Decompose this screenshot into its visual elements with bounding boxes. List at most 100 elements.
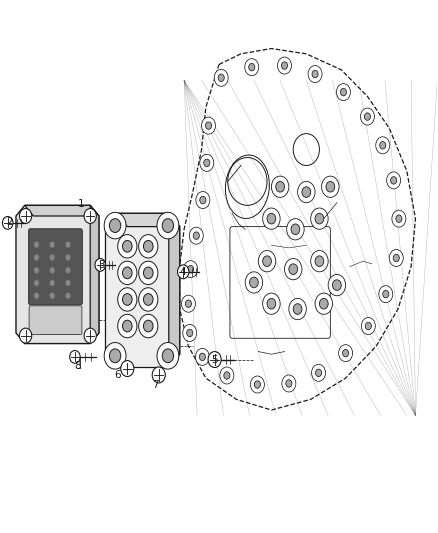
Circle shape: [361, 318, 375, 335]
Circle shape: [311, 251, 328, 272]
Circle shape: [95, 259, 106, 271]
Circle shape: [177, 265, 189, 279]
Text: 7: 7: [152, 379, 159, 390]
Circle shape: [326, 181, 335, 192]
Circle shape: [315, 256, 324, 266]
Text: 8: 8: [74, 361, 81, 371]
Circle shape: [118, 314, 137, 338]
Circle shape: [393, 254, 399, 262]
Circle shape: [343, 350, 349, 357]
Circle shape: [258, 251, 276, 272]
Circle shape: [49, 293, 55, 299]
Circle shape: [282, 62, 288, 69]
Circle shape: [392, 210, 406, 227]
Circle shape: [332, 280, 341, 290]
Circle shape: [123, 240, 132, 252]
Circle shape: [118, 288, 137, 311]
Circle shape: [282, 375, 296, 392]
Circle shape: [276, 181, 285, 192]
Circle shape: [139, 235, 158, 258]
Circle shape: [110, 349, 121, 363]
Circle shape: [293, 304, 302, 314]
Circle shape: [187, 265, 194, 273]
Circle shape: [340, 88, 346, 96]
Circle shape: [339, 345, 353, 362]
Circle shape: [196, 191, 210, 208]
Circle shape: [121, 361, 134, 376]
Circle shape: [104, 212, 126, 239]
Circle shape: [272, 176, 289, 197]
Circle shape: [220, 367, 234, 384]
Circle shape: [251, 376, 265, 393]
Circle shape: [328, 274, 346, 296]
Circle shape: [199, 353, 205, 361]
Circle shape: [364, 113, 371, 120]
Circle shape: [195, 349, 209, 366]
Circle shape: [34, 267, 39, 273]
Circle shape: [287, 219, 304, 240]
Circle shape: [49, 254, 55, 261]
Polygon shape: [90, 205, 99, 344]
Circle shape: [65, 280, 71, 286]
Circle shape: [396, 215, 402, 222]
Circle shape: [319, 298, 328, 309]
Circle shape: [224, 372, 230, 379]
Circle shape: [360, 108, 374, 125]
Circle shape: [144, 267, 153, 279]
FancyBboxPatch shape: [28, 229, 82, 305]
Text: 1: 1: [78, 199, 85, 209]
Circle shape: [297, 181, 315, 203]
Polygon shape: [16, 205, 99, 344]
Circle shape: [285, 259, 302, 280]
Circle shape: [245, 59, 259, 76]
Circle shape: [139, 314, 158, 338]
Circle shape: [34, 241, 39, 248]
Circle shape: [65, 267, 71, 273]
Circle shape: [185, 300, 191, 308]
Circle shape: [254, 381, 261, 388]
Text: 4: 4: [180, 267, 187, 277]
Circle shape: [376, 137, 390, 154]
Circle shape: [118, 235, 137, 258]
Circle shape: [286, 379, 292, 387]
Circle shape: [205, 122, 212, 130]
Circle shape: [315, 213, 324, 224]
FancyBboxPatch shape: [29, 306, 82, 335]
Circle shape: [187, 329, 193, 337]
Text: 6: 6: [114, 370, 121, 381]
Circle shape: [183, 325, 197, 342]
Circle shape: [34, 254, 39, 261]
Circle shape: [245, 272, 263, 293]
Circle shape: [263, 256, 272, 266]
Circle shape: [291, 224, 300, 235]
Circle shape: [139, 288, 158, 311]
Polygon shape: [117, 213, 180, 227]
Circle shape: [200, 155, 214, 171]
Circle shape: [200, 196, 206, 204]
Circle shape: [380, 142, 386, 149]
Circle shape: [391, 176, 397, 184]
Circle shape: [311, 365, 325, 381]
Circle shape: [139, 261, 158, 285]
Polygon shape: [106, 213, 180, 368]
Circle shape: [3, 216, 13, 229]
Circle shape: [321, 176, 339, 197]
Circle shape: [34, 293, 39, 299]
Circle shape: [118, 261, 137, 285]
Circle shape: [193, 232, 199, 239]
Circle shape: [84, 328, 96, 343]
Circle shape: [379, 286, 393, 303]
Circle shape: [208, 352, 221, 368]
Circle shape: [263, 208, 280, 229]
Circle shape: [308, 66, 322, 83]
Circle shape: [289, 298, 306, 320]
Circle shape: [365, 322, 371, 330]
Circle shape: [315, 293, 332, 314]
Circle shape: [49, 280, 55, 286]
Circle shape: [214, 69, 228, 86]
Circle shape: [123, 320, 132, 332]
Circle shape: [70, 351, 80, 364]
Circle shape: [152, 367, 165, 383]
Polygon shape: [25, 205, 99, 216]
Circle shape: [336, 84, 350, 101]
